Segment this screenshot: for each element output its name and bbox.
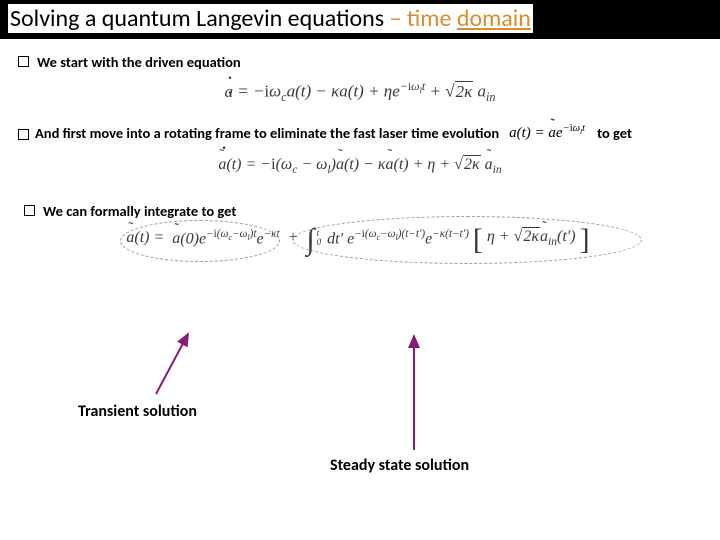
transient-label: Transient solution [78,402,197,421]
title-part1: Solving a quantum Langevin equations [10,4,390,33]
slide-content: We start with the driven equation a = −i… [0,39,720,250]
title-text: Solving a quantum Langevin equations – t… [8,4,533,33]
title-part3: domain [457,4,531,33]
steady-arrow-icon [400,330,430,454]
bullet-1: We start with the driven equation [18,53,702,71]
bullet-marker-icon [18,129,29,140]
transient-oval [120,220,280,262]
bullet-2: And first move into a rotating frame to … [18,123,702,142]
equation-1: a = −iωca(t) − κa(t) + ηe−iωlt + √2κ ain [18,79,702,105]
inline-equation: a(t) = ae−iωlt [509,123,585,142]
equation-3: a(t) = a(0)e−i(ωc−ωl)te−κt + ∫ t0 dt′ e−… [78,226,638,250]
bullet-marker-icon [24,205,35,216]
bullet-2-tail: to get [597,124,632,142]
bullet-1-text: We start with the driven equation [37,53,241,71]
bullet-3: We can formally integrate to get [24,202,702,220]
bullet-2-text: And first move into a rotating frame to … [35,124,499,142]
steady-label: Steady state solution [330,456,469,475]
bullet-marker-icon [18,56,29,67]
title-bar: Solving a quantum Langevin equations – t… [0,0,720,39]
bullet-3-text: We can formally integrate to get [43,202,236,220]
transient-arrow-icon [150,328,200,400]
title-part2: – time [390,4,457,33]
equation-2: a(t) = −i(ωc − ωl)a(t) − κa(t) + η + √2κ… [18,156,702,176]
